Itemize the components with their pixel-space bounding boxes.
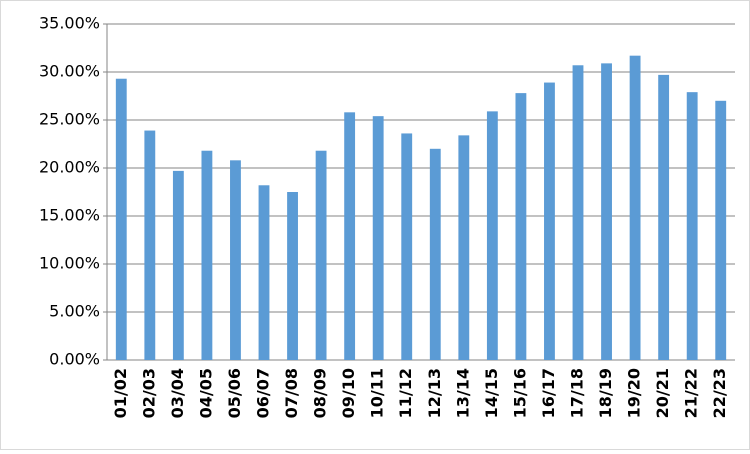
bar xyxy=(429,148,441,360)
x-tick-label: 07/08 xyxy=(282,368,301,418)
bar xyxy=(401,133,413,360)
bar xyxy=(201,150,213,360)
x-tick-label: 15/16 xyxy=(510,368,529,418)
y-tick-label: 15.00% xyxy=(39,206,100,225)
x-tick-label: 12/13 xyxy=(425,368,444,418)
y-tick-label: 5.00% xyxy=(49,302,100,321)
x-tick-label: 10/11 xyxy=(368,368,387,418)
x-tick-label: 18/19 xyxy=(596,368,615,418)
x-tick-label: 16/17 xyxy=(539,368,558,418)
x-tick-label: 06/07 xyxy=(254,368,273,418)
bar xyxy=(515,93,527,361)
x-tick-label: 22/23 xyxy=(710,368,729,418)
x-tick-label: 08/09 xyxy=(311,368,330,418)
y-tick-label: 10.00% xyxy=(39,254,100,273)
bar xyxy=(258,185,270,360)
x-tick-label: 04/05 xyxy=(196,368,215,418)
x-tick-label: 11/12 xyxy=(396,368,415,418)
x-tick-label: 13/14 xyxy=(453,368,472,418)
bar xyxy=(344,112,356,360)
x-tick-label: 17/18 xyxy=(568,368,587,418)
bar xyxy=(715,100,727,361)
bar xyxy=(458,135,470,360)
bar xyxy=(629,55,641,361)
bar xyxy=(686,92,698,360)
y-tick-label: 0.00% xyxy=(49,350,100,369)
y-tick-label: 35.00% xyxy=(39,14,100,33)
bar xyxy=(115,78,127,360)
x-tick-label: 01/02 xyxy=(111,368,130,418)
y-tick-label: 25.00% xyxy=(39,110,100,129)
bar xyxy=(572,65,584,360)
bar xyxy=(172,170,184,360)
bar xyxy=(287,192,298,360)
x-tick-label: 05/06 xyxy=(225,368,244,418)
bar xyxy=(144,130,156,360)
x-tick-label: 19/20 xyxy=(625,368,644,418)
bar xyxy=(544,82,555,360)
bar xyxy=(230,160,241,360)
x-tick-label: 09/10 xyxy=(339,368,358,418)
bar xyxy=(486,111,498,360)
y-tick-label: 20.00% xyxy=(39,158,100,177)
x-tick-label: 21/22 xyxy=(682,368,701,418)
bar xyxy=(658,74,670,360)
x-tick-label: 14/15 xyxy=(482,368,501,418)
bar xyxy=(601,63,612,361)
y-tick-label: 30.00% xyxy=(39,62,100,81)
x-tick-label: 02/03 xyxy=(139,368,158,418)
x-tick-label: 20/21 xyxy=(653,368,672,418)
x-tick-label: 03/04 xyxy=(168,368,187,418)
bar xyxy=(315,150,327,360)
bar xyxy=(372,116,384,360)
